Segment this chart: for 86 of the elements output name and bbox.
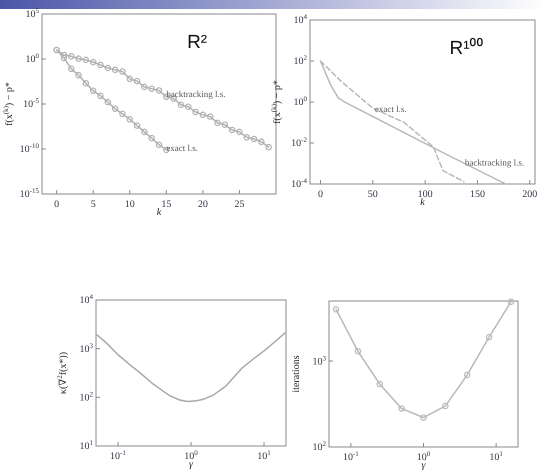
x-axis-title: k <box>156 207 162 218</box>
y-tick-label: 10$^{-5}$ <box>23 97 40 110</box>
x-tick-label: 10$^{1}$ <box>489 450 504 464</box>
y-tick-label: 10$^{4}$ <box>80 293 94 306</box>
point <box>119 110 126 118</box>
point <box>222 121 228 128</box>
point <box>156 141 162 148</box>
y-tick-label: 10$^{2}$ <box>312 440 326 454</box>
point <box>60 52 68 58</box>
y-tick-label: 10$^{0}$ <box>294 95 308 108</box>
point <box>244 134 250 141</box>
point <box>486 334 492 340</box>
point <box>236 128 243 136</box>
point <box>185 103 192 110</box>
point <box>97 92 104 100</box>
point <box>82 80 90 87</box>
y-tick-label: 10$^{-2}$ <box>291 136 308 150</box>
x-tick-label: 10$^{-1}$ <box>342 450 360 464</box>
point <box>112 105 118 112</box>
x-tick-label: 10$^{-1}$ <box>110 449 126 462</box>
x-tick-label: 0 <box>54 199 60 210</box>
y-tick-label: 10$^{-10}$ <box>20 142 40 156</box>
point <box>464 372 470 378</box>
point <box>112 66 118 74</box>
point <box>156 87 162 94</box>
y-tick-label: 10$^{3}$ <box>80 342 94 355</box>
x-tick-label: 10 <box>124 199 135 210</box>
x-axis-title: k <box>420 197 426 208</box>
text: R¹⁰⁰ <box>450 37 484 59</box>
point <box>134 122 140 129</box>
point <box>104 64 112 72</box>
x-tick-label: 200 <box>522 189 538 200</box>
point <box>82 56 90 64</box>
y-tick-label: 10$^{-4}$ <box>291 177 308 190</box>
annotation: exact l.s. <box>374 104 407 114</box>
annotation: backtracking l.s. <box>166 89 226 100</box>
point <box>141 84 148 90</box>
y-tick-label: 10$^{3}$ <box>312 354 326 368</box>
y-tick-label: 10$^{-15}$ <box>20 187 40 200</box>
y-tick-label: 10$^{1}$ <box>80 439 94 452</box>
point <box>60 54 68 62</box>
x-tick-label: 0 <box>318 189 323 200</box>
x-tick-label: 15 <box>161 199 172 210</box>
annotation: exact l.s. <box>166 143 198 154</box>
point <box>90 58 96 66</box>
x-tick-label: 10$^{1}$ <box>257 449 272 462</box>
point <box>420 414 427 421</box>
point <box>258 138 265 146</box>
point <box>178 102 184 108</box>
point <box>200 112 206 118</box>
text: R² <box>187 32 208 53</box>
point <box>75 72 82 78</box>
point <box>250 136 258 142</box>
point <box>134 78 140 84</box>
point <box>141 128 148 136</box>
x-tick-label: 50 <box>368 189 378 200</box>
y-tick-label: 10$^{0}$ <box>26 52 40 66</box>
y-axis-title: iterations <box>291 355 302 393</box>
point <box>354 348 362 355</box>
point <box>228 126 236 134</box>
point <box>126 76 133 82</box>
x-tick-label: 5 <box>90 199 96 210</box>
point <box>126 116 133 123</box>
x-tick-label: 25 <box>234 199 244 210</box>
y-tick-label: 10$^{2}$ <box>80 390 94 404</box>
point <box>97 62 104 68</box>
point <box>68 66 74 72</box>
x-tick-label: 20 <box>198 199 208 210</box>
point <box>206 113 214 120</box>
point <box>192 108 199 116</box>
point <box>148 85 155 92</box>
point <box>68 53 74 60</box>
point <box>376 380 384 388</box>
y-tick-label: 10$^{2}$ <box>294 54 308 68</box>
point <box>442 402 449 410</box>
point <box>119 68 126 75</box>
point <box>214 120 221 126</box>
x-tick-label: 150 <box>470 189 485 200</box>
point <box>148 134 155 142</box>
point <box>90 87 96 94</box>
point <box>398 405 405 412</box>
y-tick-label: 10$^{4}$ <box>294 13 308 26</box>
point <box>75 55 82 62</box>
y-tick-label: 10$^{5}$ <box>26 7 40 20</box>
annotation: backtracking l.s. <box>464 158 524 168</box>
point <box>104 98 112 106</box>
